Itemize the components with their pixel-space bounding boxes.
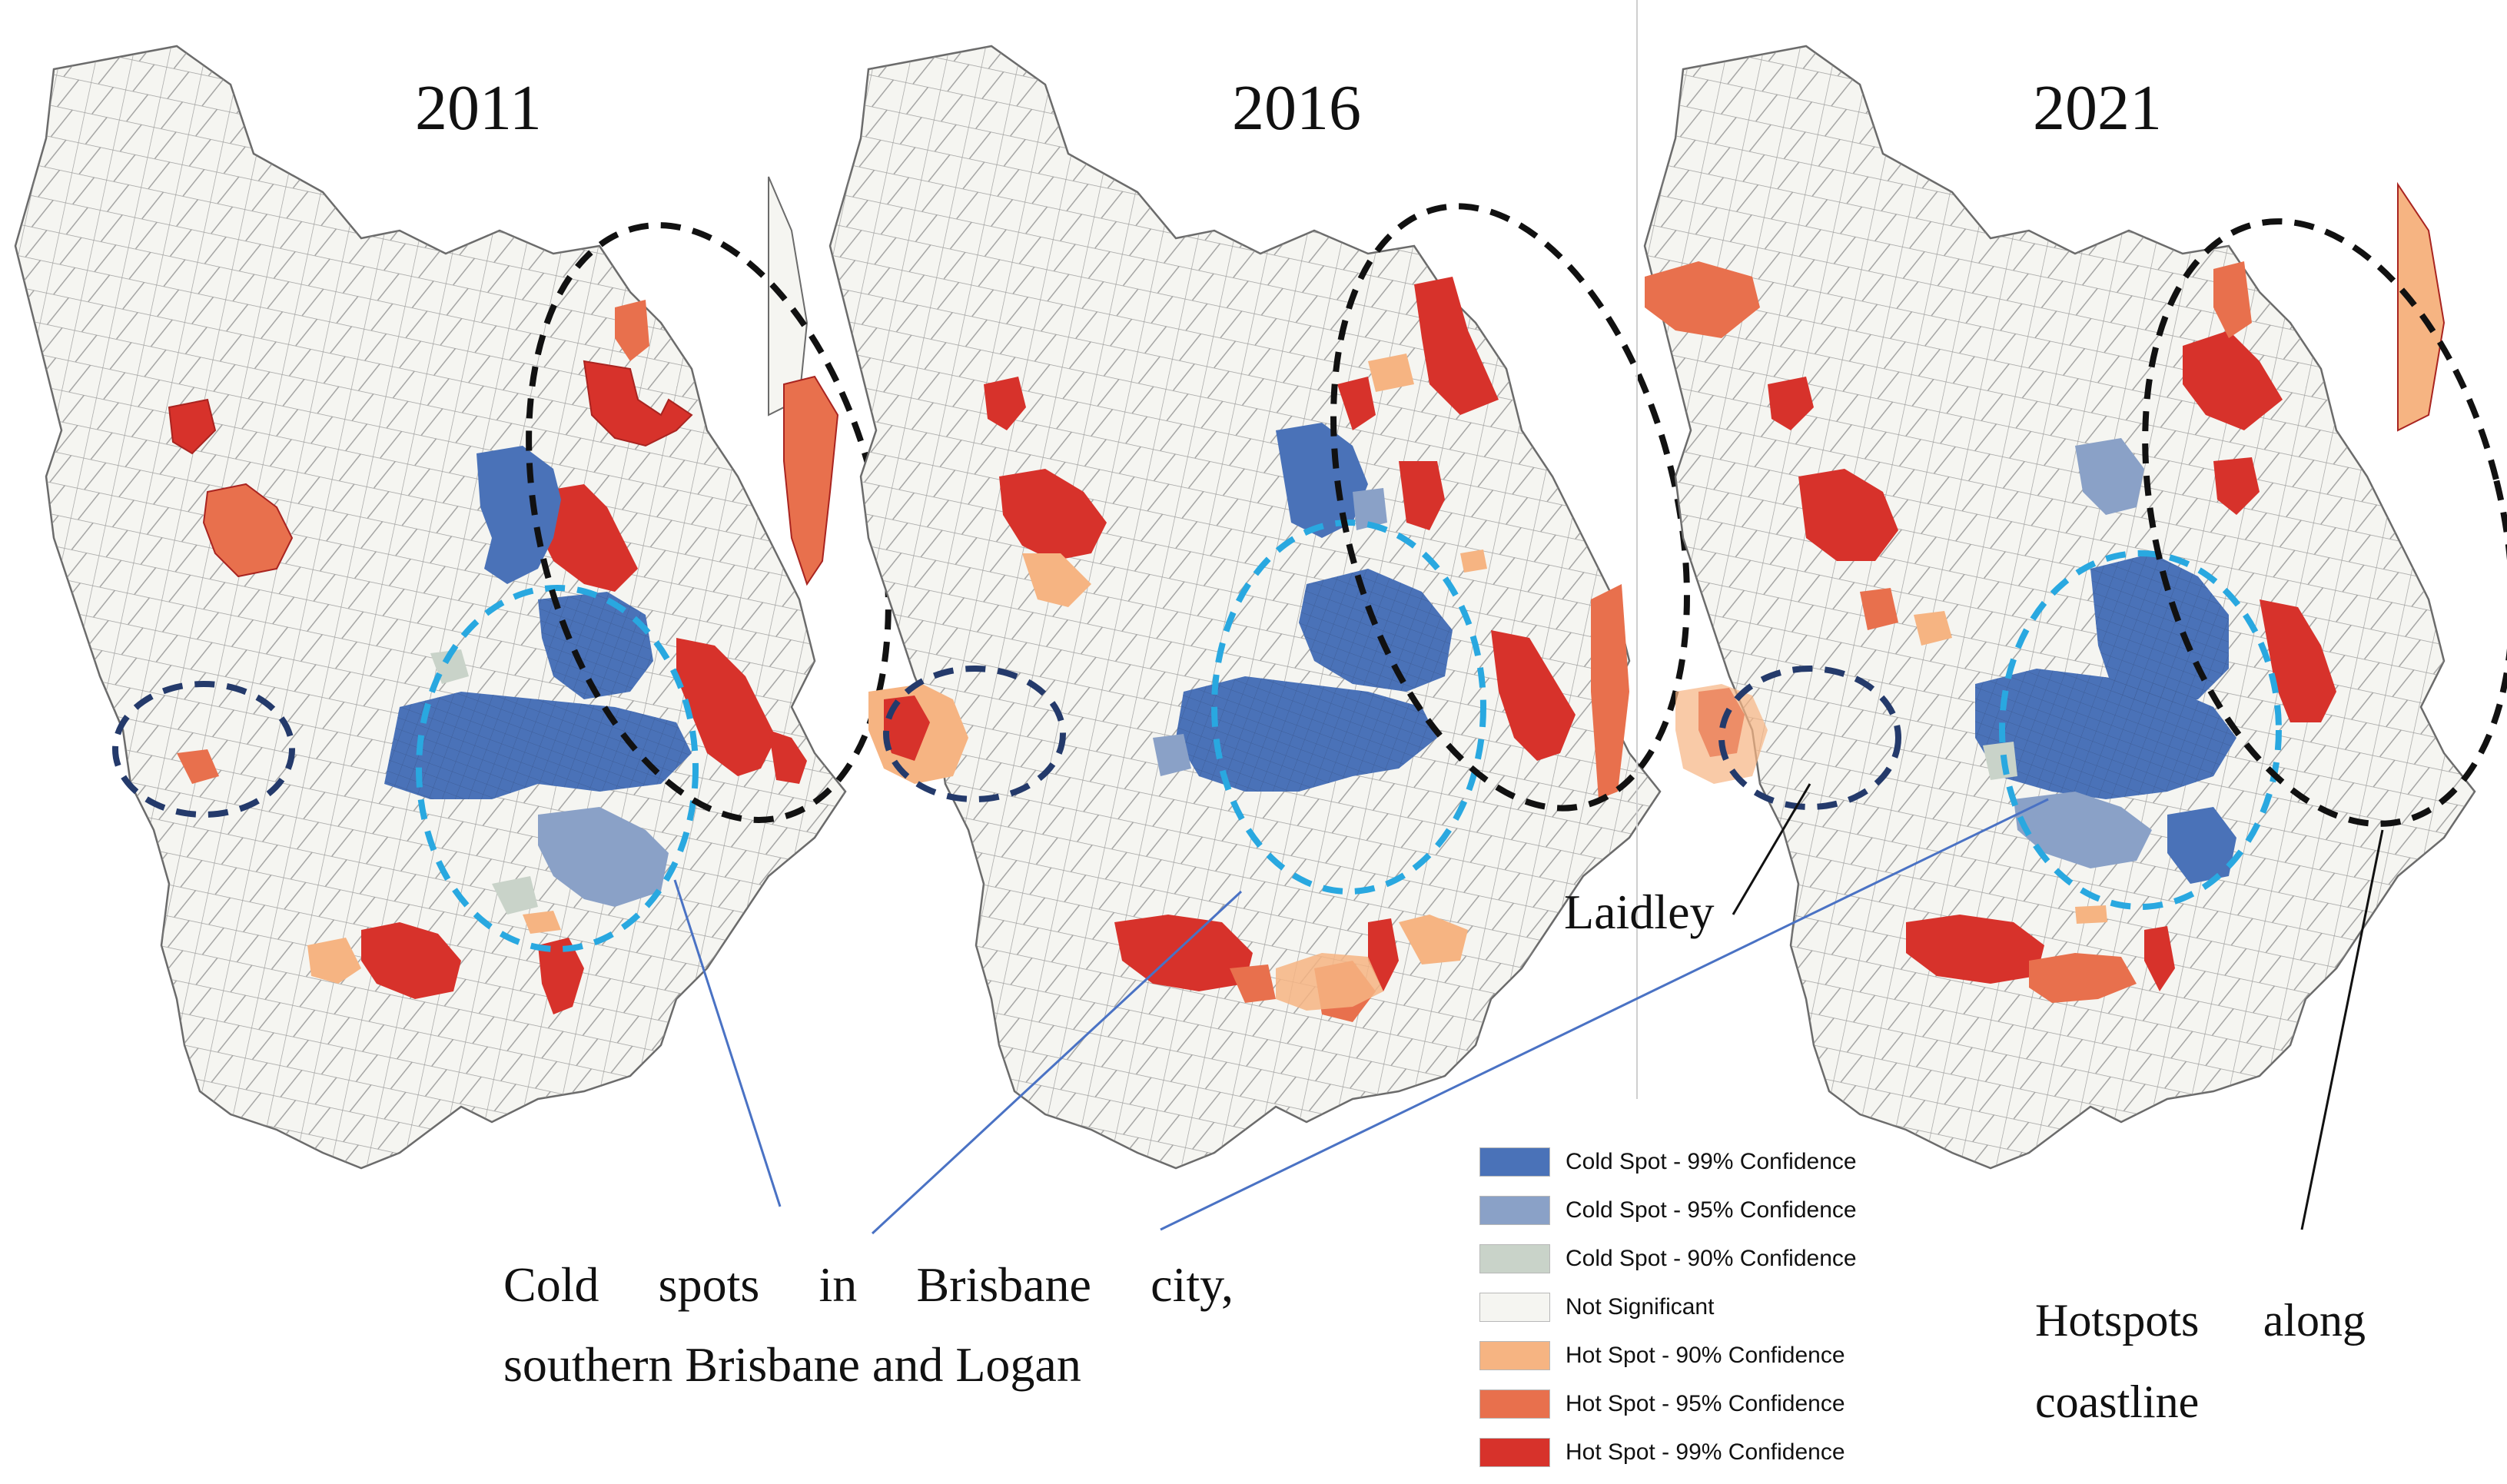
map-2021 — [1643, 45, 2507, 1170]
map-title-2016: 2016 — [1232, 72, 1361, 144]
legend-swatch — [1479, 1147, 1550, 1177]
hotspots-95 — [1645, 261, 2252, 1003]
laidley-circle — [1718, 666, 1901, 810]
cold-word: Cold — [503, 1257, 599, 1312]
legend-label: Cold Spot - 90% Confidence — [1566, 1245, 1857, 1271]
hotspots-90 — [868, 354, 1487, 1011]
coldspots-99 — [1975, 553, 2236, 799]
hotspots-90 — [1675, 611, 1952, 784]
coldspots-95 — [1153, 488, 1387, 776]
circles-2021 — [1718, 218, 2507, 910]
region-outline — [14, 45, 847, 1170]
circles-2016 — [883, 203, 1690, 895]
legend-label: Hot Spot - 99% Confidence — [1566, 1439, 1845, 1465]
legend-item: Cold Spot - 90% Confidence — [1479, 1234, 1910, 1283]
laidley-leader — [1732, 783, 1811, 915]
legend: Cold Spot - 99% Confidence Cold Spot - 95… — [1479, 1137, 1910, 1476]
legend-label: Cold Spot - 95% Confidence — [1566, 1197, 1857, 1223]
hotspots-annotation: Hotspots along coastline — [2035, 1280, 2366, 1443]
map-title-2021: 2021 — [2033, 72, 2162, 144]
legend-swatch — [1479, 1243, 1550, 1273]
hotspots-line2: coastline — [2035, 1376, 2200, 1427]
map-title-2011: 2011 — [415, 72, 542, 144]
laidley-label: Laidley — [1564, 885, 1715, 939]
legend-label: Hot Spot - 95% Confidence — [1566, 1390, 1845, 1416]
cold-word: Brisbane — [916, 1257, 1091, 1312]
map-2016 — [828, 45, 1690, 1170]
cold-spots-annotation: Cold spots in Brisbane city, southern Br… — [503, 1245, 1234, 1405]
cold-spots-line2: southern Brisbane and Logan — [503, 1337, 1081, 1392]
hotspots-line1: Hotspots along — [2035, 1280, 2366, 1361]
legend-label: Hot Spot - 90% Confidence — [1566, 1342, 1845, 1368]
brisbane-cold-circle — [1211, 520, 1486, 895]
laidley-circle — [883, 666, 1066, 802]
legend-item: Hot Spot - 99% Confidence — [1479, 1428, 1910, 1476]
cold-word: spots — [658, 1257, 760, 1312]
hot-word: Hotspots — [2035, 1295, 2200, 1346]
legend-swatch — [1479, 1195, 1550, 1225]
legend-item: Cold Spot - 99% Confidence — [1479, 1137, 1910, 1186]
brisbane-cold-circle — [416, 585, 699, 952]
legend-swatch — [1479, 1292, 1550, 1322]
legend-label: Not Significant — [1566, 1293, 1715, 1320]
laidley-circle — [112, 681, 295, 818]
legend-item: Hot Spot - 90% Confidence — [1479, 1331, 1910, 1379]
cold-leader-2021 — [1160, 798, 2049, 1231]
coast-ellipse — [2142, 218, 2507, 827]
leader-lines — [673, 783, 2384, 1235]
legend-swatch — [1479, 1340, 1550, 1370]
legend-item: Hot Spot - 95% Confidence — [1479, 1379, 1910, 1428]
hot-word: along — [2263, 1295, 2366, 1346]
cold-leader-2016 — [871, 890, 1243, 1235]
legend-label: Cold Spot - 99% Confidence — [1566, 1148, 1857, 1174]
cold-leader-2011 — [673, 879, 782, 1207]
map-2011 — [14, 45, 892, 1170]
hotspots-99 — [15, 46, 845, 1168]
hotspots-99 — [984, 277, 1576, 991]
coldspots-99 — [1176, 423, 1453, 792]
cold-word: city, — [1151, 1257, 1234, 1312]
cold-word: in — [819, 1257, 858, 1312]
coast-ellipse — [1330, 203, 1690, 812]
hotspot-leader — [2300, 829, 2384, 1230]
legend-swatch — [1479, 1389, 1550, 1419]
cold-spots-line1: Cold spots in Brisbane city, — [503, 1245, 1234, 1325]
hotspots-95 — [177, 300, 839, 984]
legend-swatch — [1479, 1437, 1550, 1467]
brisbane-cold-circle — [1999, 550, 2282, 910]
region-outline — [1643, 45, 2476, 1170]
legend-item: Not Significant — [1479, 1283, 1910, 1331]
legend-item: Cold Spot - 95% Confidence — [1479, 1186, 1910, 1234]
coldspots-99 — [384, 446, 692, 799]
